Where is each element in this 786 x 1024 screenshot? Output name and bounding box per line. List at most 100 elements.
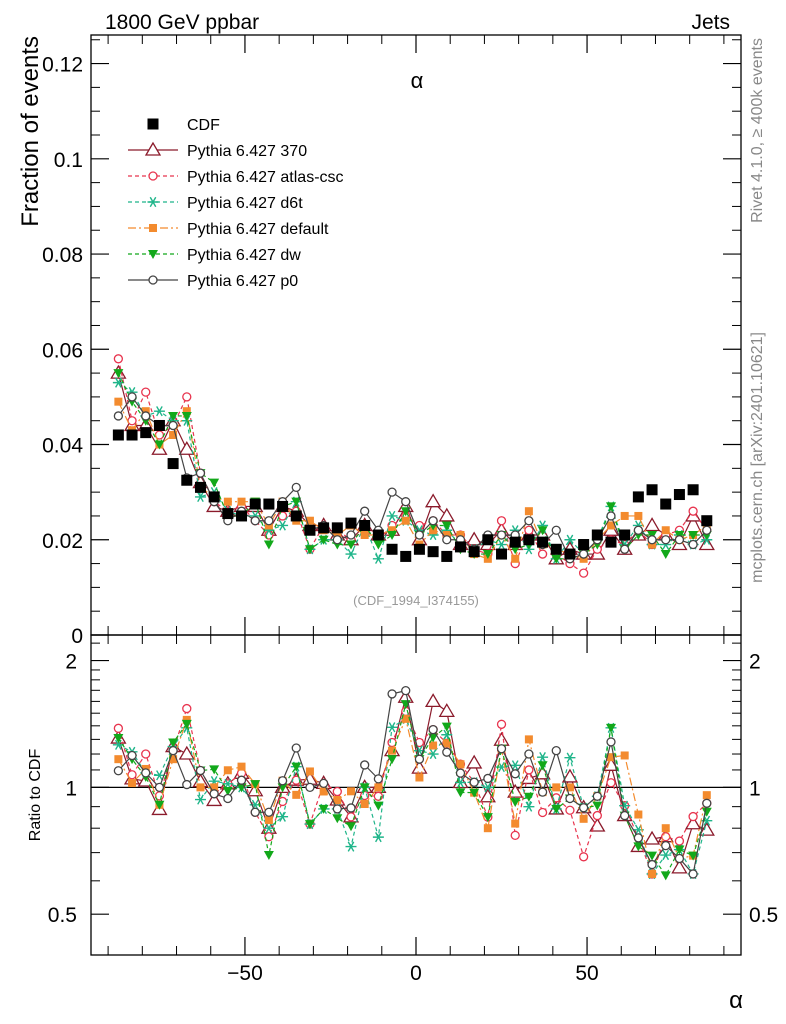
ratio-point [424,693,442,708]
ratio-point [169,755,178,764]
data-point [277,500,289,512]
ratio-point [347,787,355,796]
data-point [524,525,534,535]
ratio-point [688,851,699,861]
data-point [305,516,314,525]
ratio-point [154,782,165,793]
legend-label: Pythia 6.427 p0 [187,273,298,290]
data-point [428,516,438,526]
ratio-line-pythia-6-427-default [117,716,708,877]
ratio-point [442,739,451,748]
data-point [387,487,397,497]
legend-marker [148,275,158,285]
data-point [208,491,220,503]
data-point [524,507,533,516]
ratio-point [291,743,301,753]
y-tick-label: 0 [71,625,83,648]
ratio-point [305,767,314,776]
data-point [537,549,548,559]
header-process-label: Jets [691,11,730,34]
y-tick-label: 0.02 [42,530,83,553]
ratio-point [387,737,397,748]
series-cdf [112,419,713,562]
data-point [606,502,616,512]
ratio-point [428,724,438,735]
data-point [578,568,589,578]
ratio-point [442,747,452,757]
data-point [386,510,398,522]
y-tick-label: 0.08 [42,244,83,267]
ratio-point [551,804,562,814]
data-point [290,510,302,522]
ratio-point [537,807,548,818]
data-point [360,531,369,539]
ratio-point [578,852,589,862]
ratio-point [483,773,493,784]
ratio-point [223,766,232,775]
data-point [140,427,152,439]
data-point [304,524,316,536]
y-axis-label: Fraction of events [17,36,44,227]
data-point [605,536,617,548]
legend-marker [148,250,158,259]
data-point [550,543,562,555]
ratio-point [537,787,548,797]
ratio-point [388,746,397,755]
data-point [661,535,671,545]
ratio-point [113,723,124,733]
data-point [701,515,713,527]
y-tick-label: 0.04 [42,435,83,458]
data-point [537,536,549,548]
data-point [154,440,165,450]
ratio-point [684,815,702,830]
data-point [359,519,371,531]
data-point [456,531,465,539]
ratio-point [648,869,657,878]
data-point [606,511,616,521]
ratio-point [579,814,588,823]
ratio-point [319,787,328,796]
ratio-point [510,798,521,808]
data-point [263,540,274,550]
data-point [438,507,455,522]
data-point [168,411,179,421]
data-point [373,540,384,550]
ratio-point [332,786,342,797]
ratio-point [210,783,219,792]
ratio-point [359,783,370,793]
ratio-point [414,754,425,764]
data-point [236,510,248,522]
data-point [523,534,535,546]
data-point [496,548,508,560]
ratio-point [195,765,206,776]
mcplots-label: mcplots.cern.ch [arXiv:2401.10621] [749,332,766,583]
data-point [466,531,483,546]
ratio-point [466,754,483,769]
ratio-point [561,768,579,783]
ratio-point [524,765,534,775]
data-point [633,525,644,535]
ratio-tick-label-right: 1 [749,777,761,800]
legend-marker [144,141,162,156]
ratio-point [373,774,384,784]
ratio-point [141,768,151,778]
data-point [441,550,453,562]
ratio-point [374,783,383,792]
ratio-point [181,719,192,729]
ratio-series-pythia-6-427-370 [110,688,715,874]
ratio-point [292,790,301,799]
ratio-point [523,801,535,812]
ratio-point [688,811,698,822]
data-point [141,411,151,421]
ratio-point [537,752,549,763]
ratio-point [372,832,384,843]
axes-group: 0 0.02 0.04 0.06 0.08 0.1 0.12 −50 0 50 0.5 0.5 1 1 2 2 [42,35,778,985]
ratio-point [182,779,192,790]
ratio-point [509,760,521,771]
data-point [332,535,342,545]
data-point [372,529,384,541]
ratio-point [578,803,589,813]
legend-marker [148,171,158,181]
ratio-series-pythia-6-427-d6t [112,713,713,880]
data-point [249,498,261,510]
